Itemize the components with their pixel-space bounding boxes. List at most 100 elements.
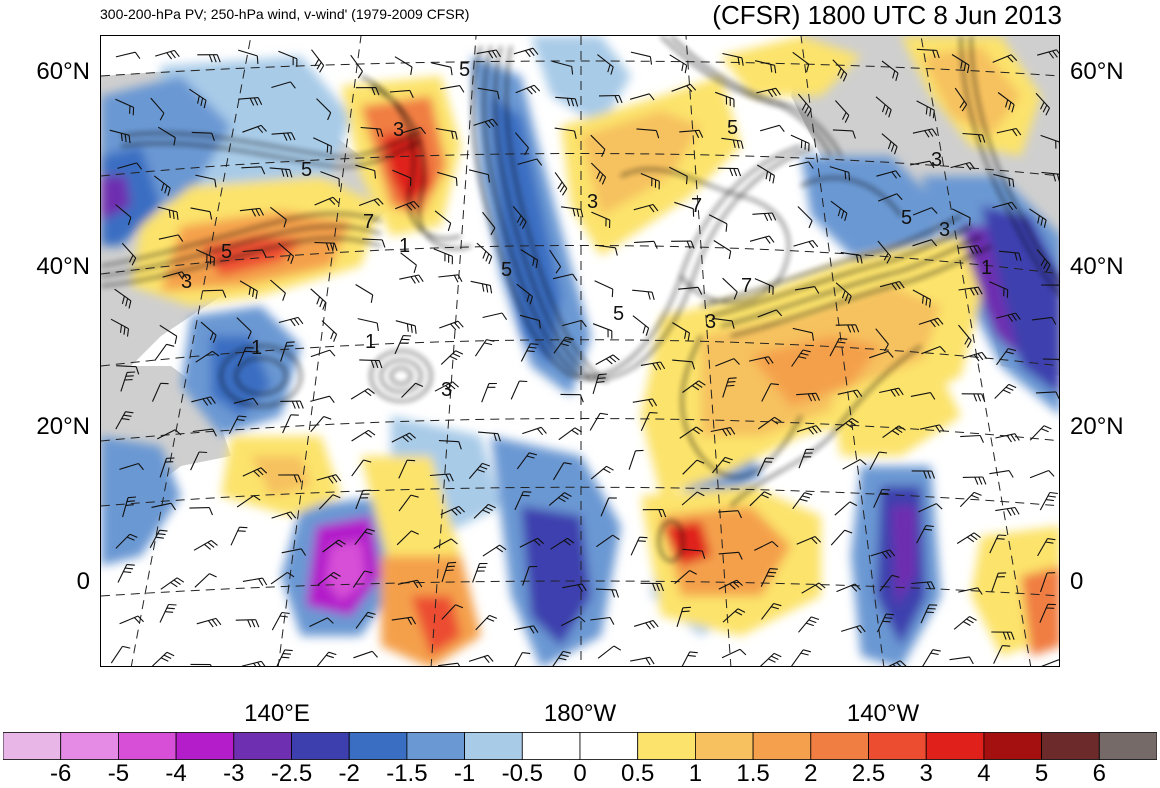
wind-barb-flag (885, 550, 892, 558)
wind-barb-flag (488, 51, 494, 59)
wind-barb (711, 457, 726, 474)
wind-barb-flag (963, 62, 967, 72)
wind-barb-flag (125, 411, 134, 414)
wind-barb (958, 587, 978, 593)
wind-barb (359, 359, 380, 362)
wind-barb-flag (287, 253, 292, 262)
wind-barb (1032, 316, 1053, 321)
wind-barb-flag (417, 580, 423, 588)
wind-barb (516, 283, 533, 298)
wind-barb (594, 280, 614, 290)
wind-barb-flag (965, 163, 972, 171)
wind-barb-flag (964, 337, 970, 345)
wind-barb-flag (1042, 104, 1048, 113)
wind-barb-flag (579, 394, 584, 403)
wind-barb (879, 280, 900, 288)
wind-barb-flag (770, 64, 773, 73)
wind-barb-flag (445, 569, 454, 572)
wind-barb-flag (652, 620, 659, 628)
wind-barb (239, 207, 260, 212)
wind-barb-flag (798, 356, 807, 359)
wind-barb-flag (885, 107, 889, 115)
wind-barb (628, 450, 637, 470)
wind-barb-flag (563, 339, 572, 344)
wind-barb (870, 549, 890, 557)
wind-barb-flag (253, 470, 260, 477)
wind-barb-flag (314, 58, 320, 67)
wind-barb-flag (555, 266, 562, 274)
lat-label-right-60n: 60°N (1070, 58, 1124, 85)
wind-barb (278, 316, 299, 324)
wind-barb-flag (596, 171, 601, 180)
wind-barb-flag (981, 352, 988, 360)
wind-barb-flag (803, 649, 812, 653)
wind-barb-flag (253, 495, 261, 501)
wind-barb (910, 392, 931, 397)
wind-barb-flag (859, 459, 867, 466)
wind-barb-flag (606, 465, 614, 471)
wind-barb (669, 166, 688, 177)
wind-barb-flag (524, 147, 529, 156)
map-canvas: 5 3 7 5 3 1 3 5 7 5 1 1 5 3 3 7 5 3 1 5 … (101, 36, 1059, 666)
wind-barb-flag (844, 115, 850, 123)
contour-label: 3 (181, 271, 192, 293)
wind-barb (157, 429, 176, 440)
wind-barb-flag (332, 494, 341, 499)
wind-barb-flag (483, 656, 490, 664)
wind-barb-flag (774, 416, 782, 423)
wind-barb-flag (1014, 433, 1020, 441)
wind-barb-flag (290, 319, 296, 327)
wind-barb (433, 248, 453, 257)
lat-label-left-60n: 60°N (36, 58, 90, 85)
wind-barb-flag (881, 488, 891, 491)
wind-barb-flag (896, 662, 902, 666)
wind-barb-flag (211, 133, 215, 141)
wind-barb-flag (562, 650, 571, 654)
wind-barb-flag (357, 71, 363, 79)
wind-barb-flag (410, 276, 416, 284)
wind-barb (674, 201, 694, 210)
wind-barb-flag (880, 492, 889, 495)
wind-barb-flag (767, 89, 774, 98)
wind-barb (519, 537, 538, 548)
wind-barb-flag (884, 343, 889, 352)
wind-barb (1042, 358, 1059, 361)
wind-barb-flag (648, 93, 655, 101)
wind-barb-flag (287, 132, 292, 141)
wind-barb (122, 497, 129, 518)
wind-barb-flag (808, 220, 813, 229)
wind-barb-flag (1040, 258, 1046, 266)
wind-barb (589, 413, 601, 431)
wind-barb-flag (328, 651, 337, 656)
wind-barb-flag (649, 657, 655, 665)
wind-barb-flag (247, 619, 252, 628)
wind-barb-flag (256, 468, 264, 476)
wind-barb-flag (316, 296, 321, 305)
wind-barb-flag (445, 474, 450, 482)
wind-barb-flag (925, 106, 928, 115)
wind-barb (200, 321, 217, 336)
wind-barb-flag (845, 422, 853, 428)
wind-barb (470, 280, 491, 286)
wind-barb-flag (1007, 314, 1014, 322)
wind-barb (919, 424, 940, 430)
wind-barb-flag (1006, 435, 1012, 443)
wind-barb-flag (535, 259, 539, 269)
wind-barb (237, 347, 247, 367)
wind-barb-flag (844, 213, 848, 222)
wind-barb (841, 624, 861, 632)
wind-barb-flag (262, 577, 268, 586)
colorbar-box (868, 732, 927, 760)
wind-barb-flag (528, 49, 535, 57)
wind-barb (835, 282, 852, 297)
wind-barb-flag (499, 544, 507, 551)
wind-barb (441, 604, 456, 620)
wind-barb-flag (120, 133, 123, 142)
wind-barb-flag (963, 621, 971, 626)
wind-barb-flag (332, 196, 339, 204)
wind-barb-flag (1002, 631, 1007, 640)
map-panel: 5 3 7 5 3 1 3 5 7 5 1 1 5 3 3 7 5 3 1 5 … (100, 35, 1060, 667)
wind-barb (962, 132, 983, 136)
wind-barb-flag (652, 363, 658, 371)
wind-barb (797, 93, 812, 110)
